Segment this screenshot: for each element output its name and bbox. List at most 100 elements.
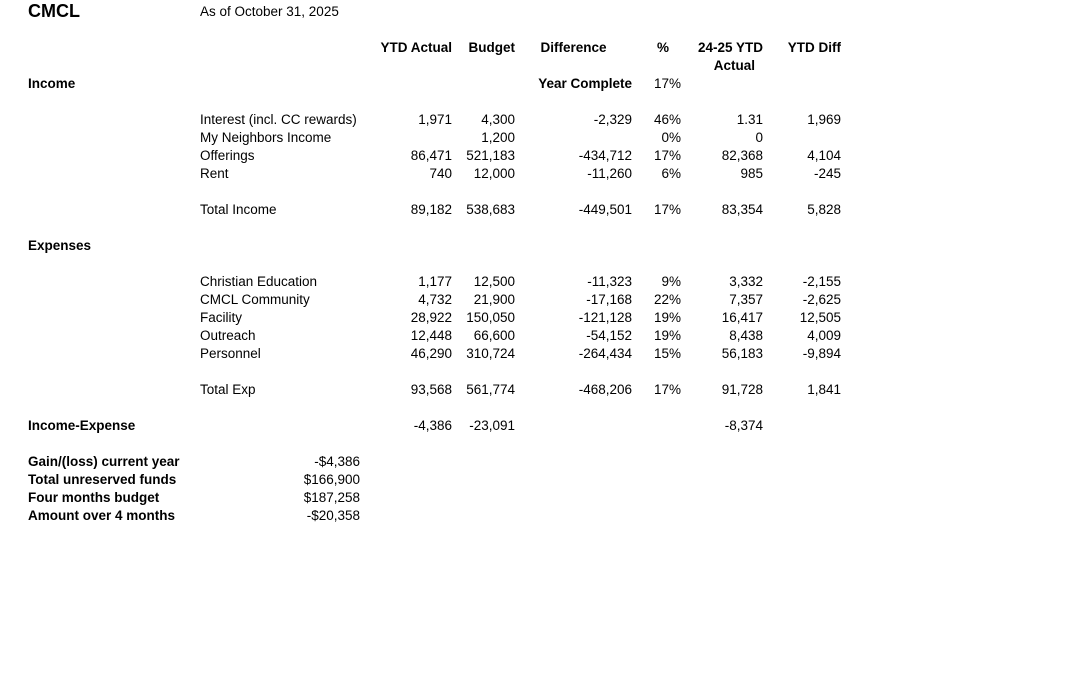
column-header-budget: Budget [468,40,516,55]
cell-prior-ytd: 91,728 [721,382,763,397]
cell-difference: -264,434 [578,346,632,361]
column-header-ytd-actual: YTD Actual [380,40,452,55]
cell-pct: 6% [661,166,681,181]
summary-row: Gain/(loss) current year -$4,386 [28,453,841,471]
cell-prior-ytd: 1.31 [736,112,763,127]
cell-difference: -2,329 [593,112,632,127]
spacer [28,291,200,309]
summary-value: $187,258 [303,490,360,505]
cell-ytd-actual: 12,448 [410,328,452,343]
cell-difference: -434,712 [578,148,632,163]
cell-difference [515,129,632,147]
summary-label: Total unreserved funds [28,472,177,487]
spacer [370,453,841,471]
row-label: My Neighbors Income [200,130,332,145]
row-label: Interest (incl. CC rewards) [200,112,357,127]
cell-difference: -11,260 [587,166,632,181]
row-label: Total Income [200,202,277,217]
cell-ytd-actual: 93,568 [410,382,452,397]
row-label: Outreach [200,328,256,343]
summary-value: -$4,386 [314,454,360,469]
spacer [28,399,841,417]
section-label: Income [28,76,76,91]
cell-pct: 19% [653,328,681,343]
cell-difference: -468,206 [578,382,632,397]
spacer [763,417,841,435]
cell-prior-ytd: -8,374 [724,418,763,433]
spacer [28,273,200,291]
net-row: Income-Expense -4,386 -23,091 -8,374 [28,417,841,435]
cell-prior-ytd: 56,183 [721,346,763,361]
cell-budget: 1,200 [481,130,515,145]
cell-pct: 9% [661,274,681,289]
spacer-row [28,399,841,417]
row-label: Christian Education [200,274,318,289]
cell-ytd-diff: -2,625 [802,292,842,307]
spacer [681,75,841,93]
cell-prior-ytd: 0 [755,130,763,145]
cell-budget: 21,900 [473,292,515,307]
cell-difference: -11,323 [587,274,632,289]
cell-ytd-diff: -2,155 [802,274,842,289]
cell-prior-ytd: 3,332 [729,274,763,289]
spacer [28,435,841,453]
spacer-row [28,93,841,111]
cell-difference: -17,168 [586,292,632,307]
cell-pct: 17% [653,148,681,163]
cell-budget: -23,091 [469,418,515,433]
title-row: CMCL As of October 31, 2025 [28,2,841,21]
row-label: Personnel [200,346,261,361]
spacer-row [28,363,841,381]
column-header-ytd-diff: YTD Diff [787,40,842,55]
spacer-row [28,255,841,273]
row-label: Offerings [200,148,255,163]
total-row: Total Income 89,182 538,683 -449,501 17% 83,3… [28,201,841,219]
cell-budget: 12,500 [473,274,515,289]
spacer [28,183,841,201]
report-as-of-date: As of October 31, 2025 [200,4,339,19]
report-title: CMCL [28,2,80,21]
section-header-row: Income Year Complete 17% [28,75,841,93]
summary-row: Four months budget $187,258 [28,489,841,507]
cell-ytd-diff: 1,841 [807,382,842,397]
cell-ytd-actual: 1,177 [418,274,452,289]
cell-ytd-actual: -4,386 [413,418,452,433]
cell-budget: 521,183 [466,148,515,163]
line-item-row: Outreach 12,448 66,600 -54,152 19% 8,438 4,009 [28,327,841,345]
cell-prior-ytd: 7,357 [729,292,763,307]
line-item-row: Personnel 46,290 310,724 -264,434 15% 56,183 -… [28,345,841,363]
summary-value: $166,900 [303,472,360,487]
cell-budget: 561,774 [466,382,515,397]
cell-ytd-diff: 5,828 [807,202,842,217]
spacer [763,57,841,75]
line-item-row: Christian Education 1,177 12,500 -11,323 9% 3… [28,273,841,291]
spacer [28,147,200,165]
cell-ytd-actual: 46,290 [410,346,452,361]
cell-pct: 15% [653,346,681,361]
cell-ytd-diff: -9,894 [802,346,842,361]
cell-pct: 0% [661,130,681,145]
column-header-row-2: Actual [28,57,841,75]
budget-table-body: CMCL As of October 31, 2025 YTD Actual B… [28,2,841,525]
line-item-row: CMCL Community 4,732 21,900 -17,168 22% 7,357… [28,291,841,309]
cell-budget: 4,300 [481,112,515,127]
cell-prior-ytd: 16,417 [721,310,763,325]
cell-pct: 17% [653,382,681,397]
cell-ytd-diff: 1,969 [807,112,842,127]
column-header-difference: Difference [540,40,607,55]
year-complete-label: Year Complete [538,76,632,91]
line-item-row: Rent 740 12,000 -11,260 6% 985 -245 [28,165,841,183]
cell-difference: -121,128 [578,310,632,325]
cell-budget: 66,600 [473,328,515,343]
spacer [28,327,200,345]
column-header-prior-ytd: 24-25 YTD [697,40,763,55]
cell-pct: 17% [653,202,681,217]
spacer [200,417,370,435]
spacer [515,417,632,435]
cell-ytd-actual: 740 [429,166,452,181]
cell-budget: 150,050 [466,310,515,325]
summary-label: Gain/(loss) current year [28,454,180,469]
column-header-prior-ytd-line2: Actual [713,58,755,73]
spacer [28,39,370,57]
